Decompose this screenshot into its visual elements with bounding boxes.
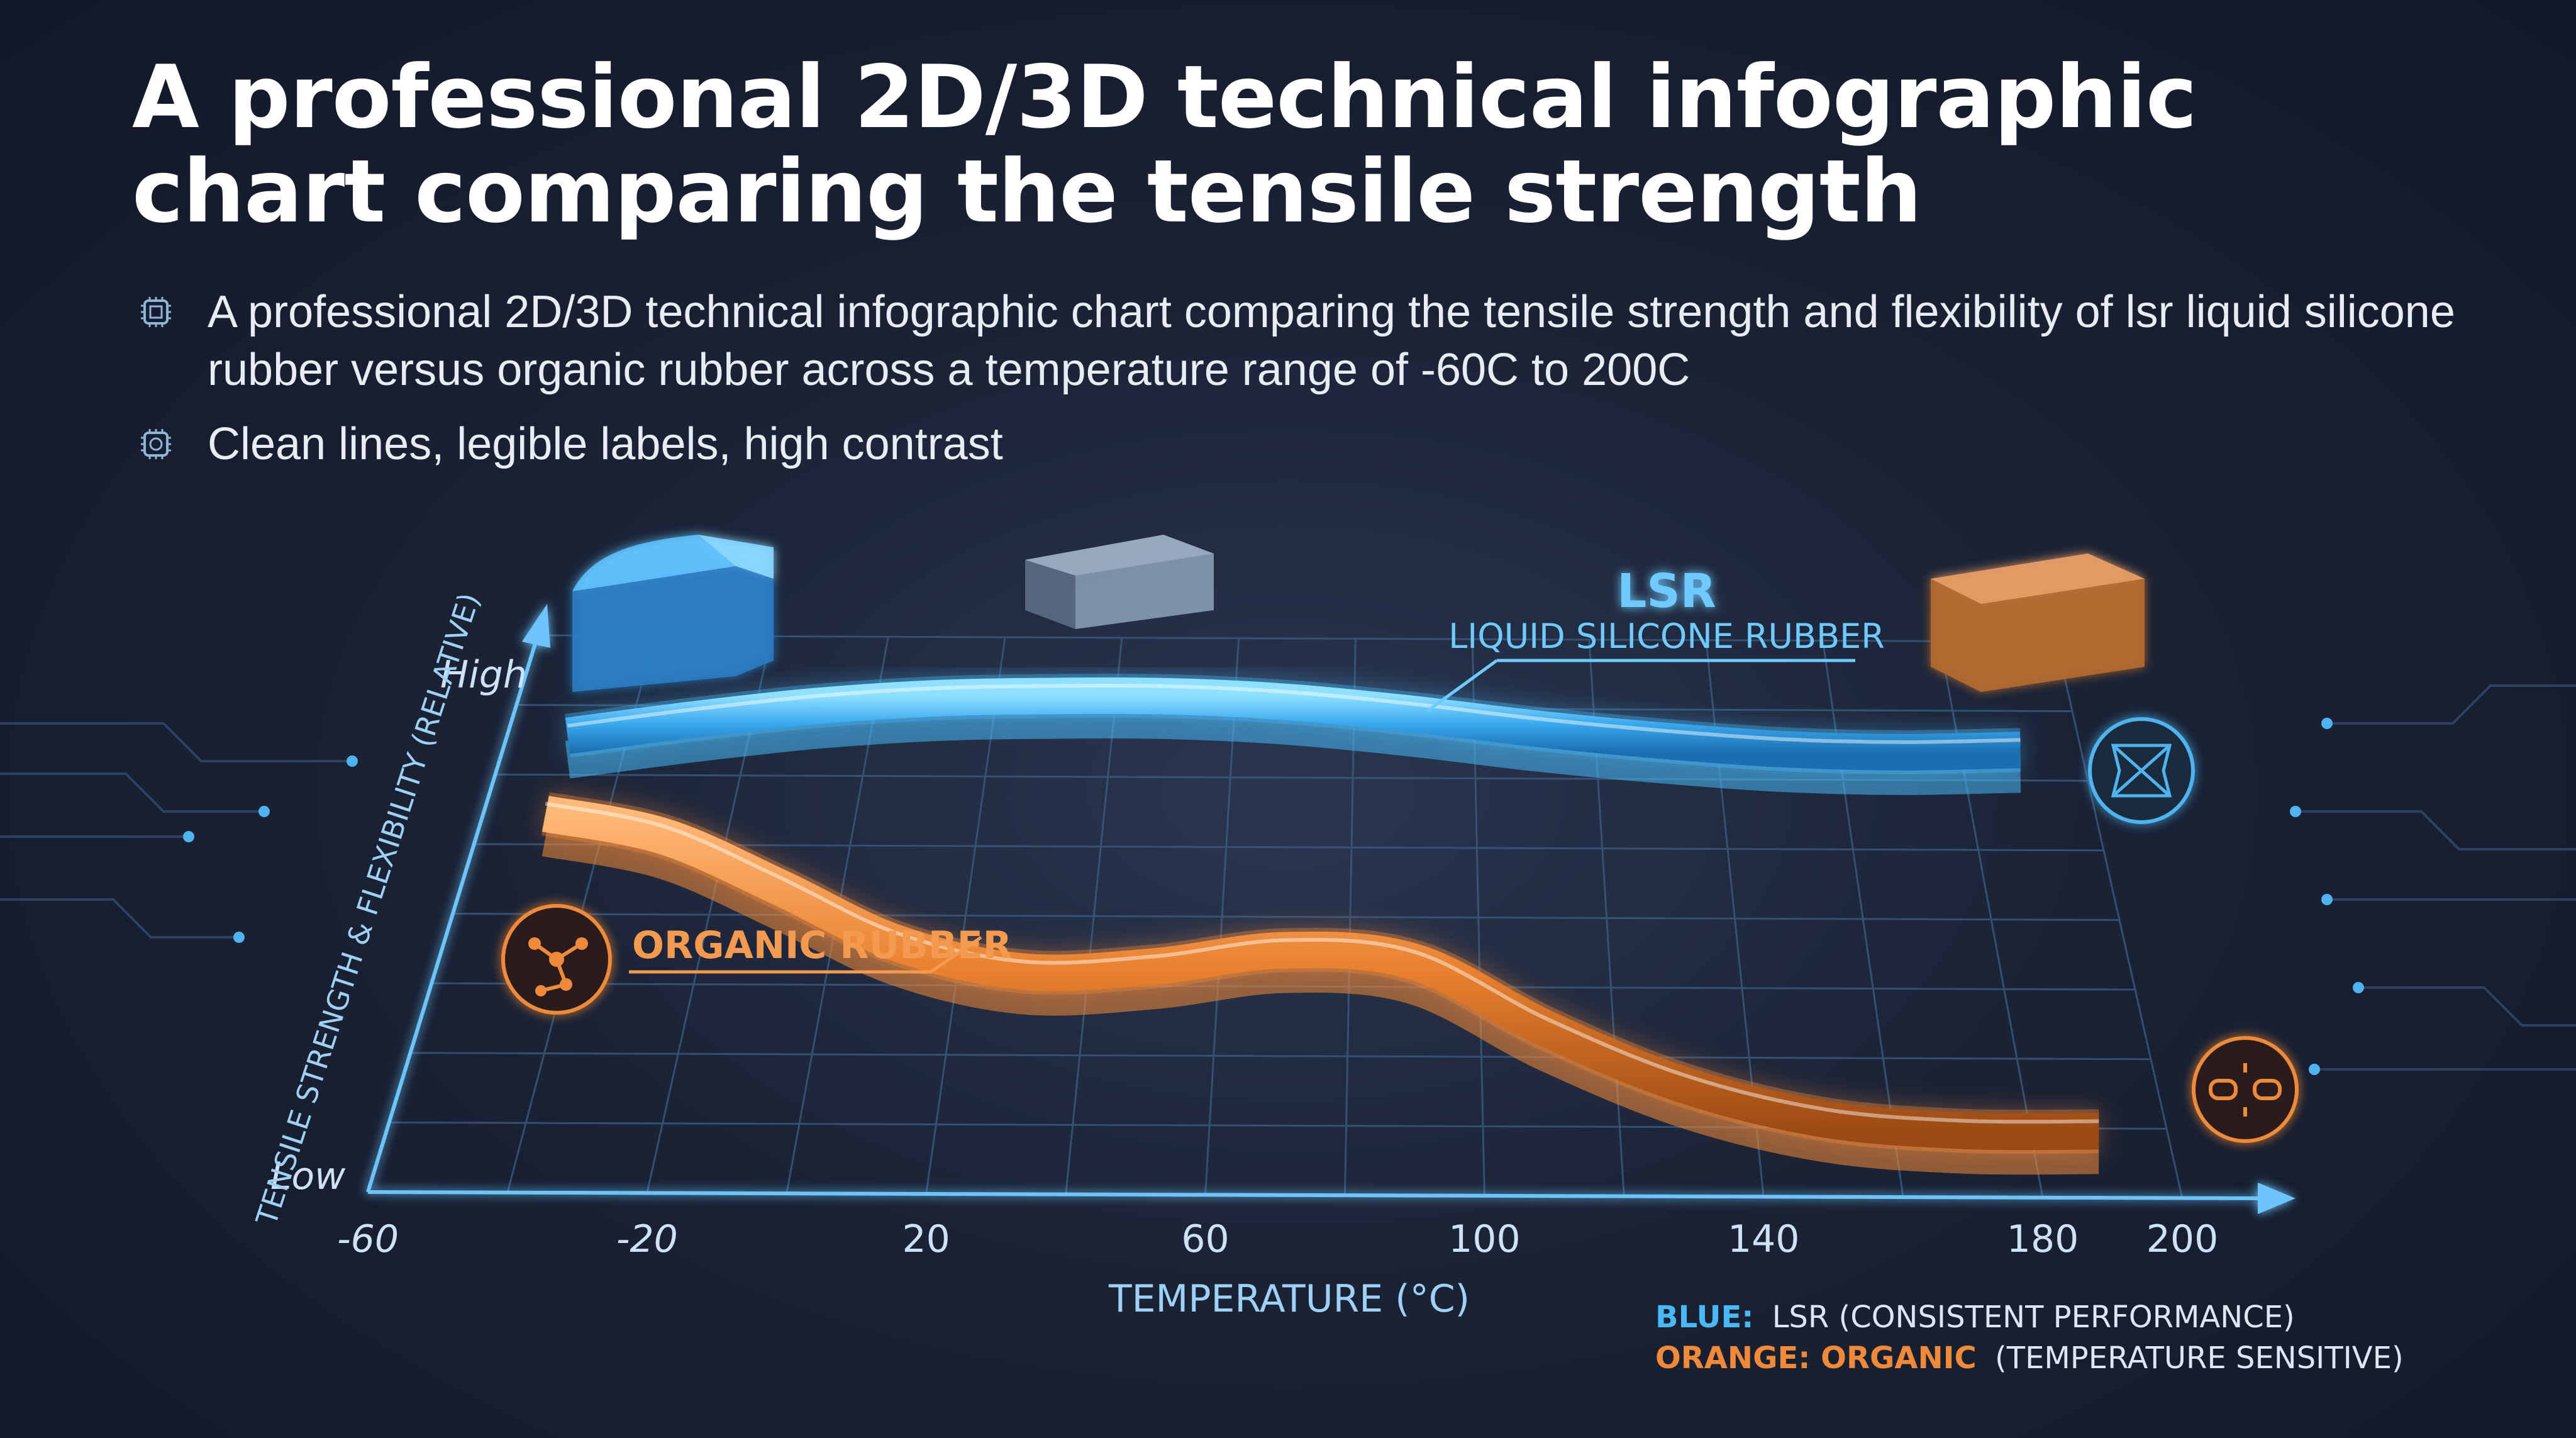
- lsr-band-point: [1292, 700, 1297, 705]
- clear-sample-block: [1025, 535, 1214, 629]
- lsr-band-highlight: [567, 683, 2021, 744]
- organic-rubber-band-point: [777, 884, 782, 889]
- x-tick-label: 180: [2007, 1217, 2079, 1261]
- lsr-band-point: [934, 696, 939, 701]
- lsr-band-point: [1897, 750, 1902, 755]
- y-axis-title: TENSILE STRENGTH & FLEXIBILITY (RELATIVE…: [249, 589, 486, 1230]
- circuit-nodes: [183, 718, 2364, 1075]
- broken-chain-icon: [2192, 1036, 2299, 1143]
- bullet-text: A professional 2D/3D technical infograph…: [208, 287, 2455, 395]
- x-tick-label: 140: [1728, 1217, 1800, 1261]
- lsr-band-point: [1411, 711, 1416, 716]
- bullet-text: Clean lines, legible labels, high contra…: [208, 419, 1003, 469]
- x-tick-label: 60: [1181, 1217, 1229, 1261]
- organic-rubber-band-point: [543, 811, 548, 817]
- lsr-band-point: [813, 704, 818, 709]
- organic-rubber-band-highlight: [545, 801, 2099, 1124]
- organic-rubber-band-point: [1152, 964, 1157, 969]
- organic-rubber-band-point: [1021, 969, 1026, 974]
- x-tick-label: 200: [2146, 1217, 2219, 1261]
- lsr-band: [565, 673, 2023, 795]
- lsr-band-point: [1532, 726, 1537, 731]
- organic-leader-line: [629, 935, 982, 974]
- x-tick-label: -60: [337, 1217, 399, 1261]
- grid-line-horizontal: [410, 1052, 2151, 1061]
- x-axis-arrow: [2258, 1183, 2296, 1214]
- x-axis-title: TEMPERATURE (°C): [1108, 1277, 1470, 1321]
- circuit-decoration: [0, 684, 2576, 1071]
- organic-rubber-band-point: [1821, 1117, 1826, 1122]
- x-tick-label: 20: [902, 1217, 950, 1261]
- lsr-leader-line: [1426, 659, 1855, 713]
- organic-rubber-band-point: [662, 834, 667, 839]
- lsr-band-point: [565, 733, 570, 739]
- molecule-icon: [501, 904, 612, 1015]
- organic-rubber-band-point: [1682, 1083, 1687, 1088]
- grid-line-horizontal: [452, 913, 2120, 921]
- lsr-band-point: [2018, 747, 2023, 752]
- lsr-band-point: [1054, 693, 1059, 698]
- lsr-band-point: [1775, 747, 1780, 752]
- organic-rubber-band-point: [1960, 1129, 1965, 1134]
- flex-network-icon: [2088, 717, 2195, 824]
- legend-item-lsr: BLUE: LSR (CONSISTENT PERFORMANCE): [1655, 1300, 2295, 1335]
- legend-key-lsr: BLUE:: [1655, 1300, 1753, 1335]
- lsr-sublabel: LIQUID SILICONE RUBBER: [1448, 616, 1885, 656]
- bullet-list: A professional 2D/3D technical infograph…: [132, 283, 2459, 489]
- lsr-band-line: [565, 677, 2021, 771]
- x-axis: [367, 1190, 2265, 1200]
- organic-rubber-band-line: [541, 796, 2099, 1151]
- lsr-band-point: [690, 717, 695, 722]
- lsr-band-side: [565, 700, 2021, 795]
- lsr-band-point: [1173, 694, 1178, 699]
- page-title: A professional 2D/3D technical infograph…: [132, 47, 2197, 242]
- organic-rubber-band-point: [1412, 959, 1417, 964]
- lsr-label: LSR: [1617, 564, 1716, 618]
- x-tick-label: -20: [616, 1217, 678, 1261]
- organic-rubber-band-point: [1282, 948, 1287, 953]
- y-axis: [366, 635, 540, 1193]
- bullet-item: Clean lines, legible labels, high contra…: [132, 415, 2459, 473]
- legend: BLUE: LSR (CONSISTENT PERFORMANCE) ORANG…: [1655, 1300, 2404, 1376]
- grid-line-horizontal: [474, 843, 2104, 852]
- lsr-band-point: [1653, 738, 1658, 743]
- y-axis-arrow: [522, 604, 550, 648]
- bullet-item: A professional 2D/3D technical infograph…: [132, 283, 2459, 399]
- x-tick-labels: -60 -20 20 60 100 140 180 200: [337, 1217, 2218, 1261]
- organic-rubber-band-point: [2096, 1129, 2101, 1134]
- y-tick-high: High: [440, 653, 527, 697]
- chip-icon: [141, 429, 171, 459]
- organic-label: ORGANIC RUBBER: [632, 923, 1012, 967]
- legend-label-organic: (TEMPERATURE SENSITIVE): [1995, 1340, 2404, 1376]
- legend-label-lsr: LSR (CONSISTENT PERFORMANCE): [1772, 1300, 2295, 1335]
- organic-rubber-band-point: [1545, 1027, 1550, 1032]
- organic-sample-block: [1931, 554, 2145, 692]
- chip-icon: [141, 297, 171, 327]
- legend-key-organic: ORANGE: ORGANIC: [1655, 1340, 1977, 1376]
- x-tick-label: 100: [1448, 1217, 1521, 1261]
- lsr-sample-block: [572, 535, 774, 692]
- legend-item-organic: ORANGE: ORGANIC (TEMPERATURE SENSITIVE): [1655, 1340, 2404, 1376]
- organic-rubber-band: [541, 792, 2101, 1175]
- grid-line-horizontal: [537, 634, 2057, 643]
- chart-axes: [366, 604, 2296, 1214]
- y-tick-low: Low: [270, 1154, 346, 1198]
